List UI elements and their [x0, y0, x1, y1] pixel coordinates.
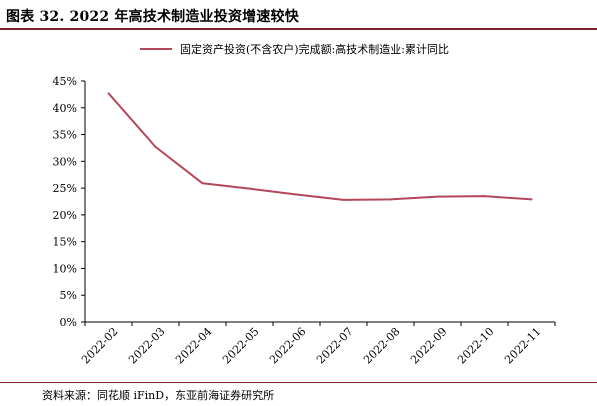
x-tick-label: 2022-08: [361, 325, 403, 367]
figure-title: 图表 32. 2022 年高技术制造业投资增速较快: [6, 9, 299, 25]
series-point: [342, 198, 345, 201]
y-tick-label: 35%: [53, 129, 77, 142]
x-tick-label: 2022-03: [126, 325, 168, 367]
legend-label: 固定资产投资(不含农户)完成额:高技术制造业:累计同比: [180, 42, 449, 56]
x-tick-label: 2022-02: [79, 325, 121, 367]
y-tick-label: 40%: [53, 102, 77, 115]
plot-area: [107, 92, 533, 201]
y-tick-label: 5%: [60, 289, 77, 302]
y-tick-label: 20%: [53, 209, 77, 222]
series-point: [530, 198, 533, 201]
y-axis: 0% 5% 10% 15% 20% 25% 30% 35% 40% 45%: [53, 75, 86, 329]
series-point: [483, 195, 486, 198]
y-tick-label: 15%: [53, 236, 77, 249]
x-tick-label: 2022-10: [455, 325, 497, 367]
y-tick-label: 10%: [53, 262, 77, 275]
source-note: 资料来源：同花顺 iFinD，东亚前海证券研究所: [42, 389, 275, 402]
x-tick-label: 2022-06: [267, 325, 309, 367]
source-rule: [0, 382, 597, 383]
series-line: [107, 92, 532, 201]
y-tick-label: 30%: [53, 155, 77, 168]
x-tick-label: 2022-09: [408, 325, 450, 367]
x-tick-label: 2022-05: [220, 325, 262, 367]
y-tick-label: 45%: [53, 75, 77, 88]
series-point: [154, 145, 157, 148]
title-rule: [0, 28, 597, 30]
series-point: [436, 195, 439, 198]
series-point: [295, 193, 298, 196]
x-tick-label: 2022-04: [173, 325, 215, 367]
x-axis: 2022-02 2022-03 2022-04 2022-05 2022-06 2022-…: [79, 321, 556, 367]
series-point: [201, 182, 204, 185]
legend: 固定资产投资(不含农户)完成额:高技术制造业:累计同比: [140, 42, 449, 56]
x-tick-label: 2022-11: [502, 325, 544, 367]
series-point: [107, 92, 110, 95]
y-tick-label: 25%: [53, 182, 77, 195]
x-tick-label: 2022-07: [314, 325, 356, 367]
series-point: [389, 198, 392, 201]
series-point: [248, 187, 251, 190]
y-tick-label: 0%: [60, 316, 77, 329]
